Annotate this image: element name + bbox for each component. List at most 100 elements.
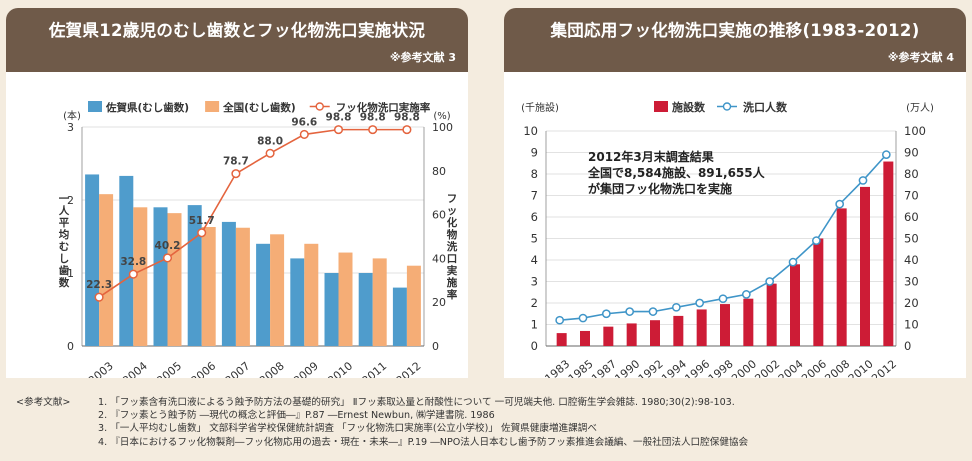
y-left-tick-label: 5 [531,232,538,246]
y-right-tick-label: 60 [432,209,446,222]
y-left-tick-label: 3 [531,275,538,289]
y-right-tick-label: 70 [904,189,919,203]
bar [85,174,100,346]
rinse-count-point [578,313,588,323]
legend-swatch [315,102,324,111]
rate-point [265,148,275,158]
references-label: <参考文献> [16,397,71,408]
svg-text:し: し [59,253,70,265]
rate-data-label: 98.8 [326,112,352,124]
bar [99,194,114,346]
svg-text:物: 物 [447,228,458,241]
bar [290,258,305,346]
y-left-tick-label: 8 [531,167,538,181]
rinse-count-point [881,150,891,160]
bar [813,238,824,346]
reference-item: 3. 「一人平均むし歯数」 文部科学省学校保健統計調査 「フッ化物洗口実施率(公… [98,423,597,435]
fluoride-trend-chart: 0123456789100102030405060708090100(千施設)(… [504,72,966,378]
bar [603,326,614,346]
y-right-tick-label: 80 [904,167,919,181]
reference-item: 4. 『日本におけるフッ化物製剤―フッ化物応用の過去・現在・未来―』P.19 ―… [98,436,749,448]
panel-reference: ※参考文献 3 [389,51,456,64]
rinse-count-point [555,315,565,325]
y-left-tick-label: 0 [531,339,538,353]
y-left-tick-label: 7 [531,189,538,203]
bar [860,186,870,346]
panel-header: 佐賀県12歳児のむし歯数とフッ化物洗口実施状況 ※参考文献 3 [6,8,468,72]
chart-panel-caries: 佐賀県12歳児のむし歯数とフッ化物洗口実施状況 ※参考文献 3 0 1 2 3 0 20 4… [6,8,468,378]
y-right-tick-label: 100 [432,121,453,134]
bar [392,287,407,346]
y-left-tick-label: 3 [67,121,74,134]
legend-label: 全国(むし歯数) [222,101,296,114]
y-right-unit: (万人) [906,102,934,114]
svg-text:ッ: ッ [447,205,458,217]
bar [167,213,182,346]
chart-panel-fluoride-trend: 集団応用フッ化物洗口実施の推移(1983-2012) ※参考文献 4 0 1 2 3 4… [504,8,966,378]
svg-text:人: 人 [59,204,70,217]
rate-point [94,292,104,302]
rate-data-label: 32.8 [120,256,146,268]
x-tick-label: 2008 [257,359,287,378]
y-right-unit: (%) [433,111,450,122]
rate-data-label: 88.0 [257,135,283,147]
legend-swatch [722,102,732,111]
rinse-count-point [858,176,868,185]
bar [324,273,339,346]
rate-point [333,125,344,135]
panel-title: 集団応用フッ化物洗口実施の推移(1983-2012) [550,21,920,40]
svg-text:む: む [59,241,70,253]
bar [406,265,421,346]
y-left-unit: (本) [63,109,81,122]
svg-text:口: 口 [447,253,458,265]
y-left-tick-label: 2 [531,296,538,310]
rinse-count-point [695,298,705,308]
caries-chart: 0 1 2 3 0 20 40 60 80 100 (本) (%) 一人平均むし歯数 フッ化物洗口実施率 2… [6,72,468,378]
bar [766,283,777,346]
rate-data-label: 78.7 [223,156,249,168]
reference-item: 1. 「フッ素含有洗口液によるう蝕予防方法の基礎的研究」 Ⅱフッ素取込量と耐酸性… [98,397,735,408]
y-right-tick-label: 20 [904,296,919,310]
y-right-axis-label: フッ化物洗口実施率 [447,193,458,301]
bar [696,309,707,346]
legend-swatch [88,101,102,112]
x-tick-label: 2007 [223,359,253,378]
legend-label: 佐賀県(むし歯数) [105,101,189,114]
y-right-tick-label: 40 [432,252,446,265]
bar [235,227,250,346]
rate-point [197,228,207,238]
bar [304,243,319,346]
legend-swatch [654,101,668,112]
y-left-tick-label: 1 [531,318,538,332]
x-tick-label: 2006 [189,359,219,378]
rinse-count-point [741,290,751,299]
rinse-count-point [601,309,611,319]
bar [256,243,271,346]
bar [883,161,894,346]
y-left-tick-label: 6 [531,210,538,224]
svg-text:均: 均 [59,228,70,241]
svg-text:実: 実 [447,264,458,277]
svg-text:洗: 洗 [447,240,458,253]
rate-point [368,125,378,135]
rinse-count-point [625,307,635,316]
bar [270,234,285,346]
y-right-tick-label: 100 [904,124,926,138]
annotation-text: が集団フッ化物洗口を実施 [588,181,732,196]
x-tick-label: 2011 [360,359,390,378]
bar [201,227,216,346]
rate-line [98,128,407,298]
rinse-count-point [718,294,728,304]
svg-text:一: 一 [59,193,70,205]
rate-data-label: 98.8 [360,112,386,124]
x-tick-label: 2010 [325,359,355,378]
y-right-tick-label: 20 [432,296,446,309]
y-left-tick-label: 1 [67,267,74,280]
bar [673,315,684,346]
panel-header: 集団応用フッ化物洗口実施の推移(1983-2012) ※参考文献 4 [504,8,966,72]
bar [372,258,387,346]
y-left-tick-label: 0 [67,340,74,353]
bar [720,304,730,346]
panel-title: 佐賀県12歳児のむし歯数とフッ化物洗口実施状況 [48,21,426,40]
rate-data-label: 40.2 [155,240,181,252]
